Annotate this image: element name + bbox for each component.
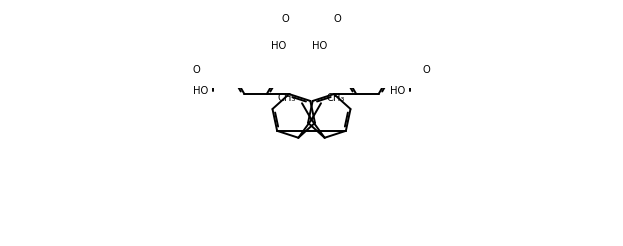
Text: CH₃: CH₃ xyxy=(327,93,345,103)
Text: HO: HO xyxy=(390,86,405,96)
Text: O: O xyxy=(423,65,430,75)
Text: HO: HO xyxy=(312,41,328,51)
Text: HO: HO xyxy=(193,86,209,96)
Text: O: O xyxy=(282,14,289,24)
Text: O: O xyxy=(334,14,341,24)
Text: HO: HO xyxy=(271,41,286,51)
Text: CH₃: CH₃ xyxy=(278,93,296,103)
Text: O: O xyxy=(193,65,200,75)
